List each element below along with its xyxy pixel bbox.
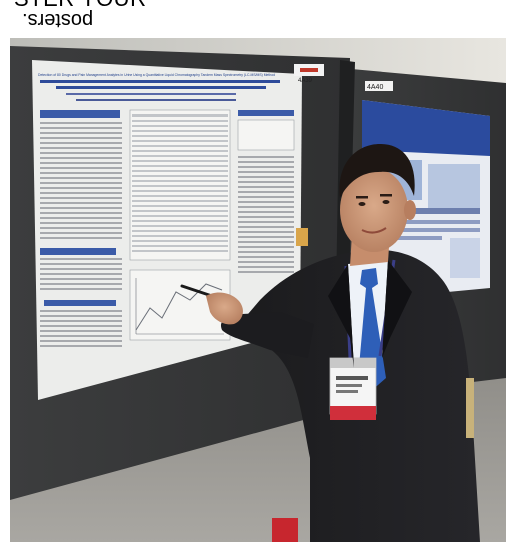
poster-main-column-1 [40,110,122,347]
easel-leg [466,378,474,438]
poster-main-column-3 [237,110,295,273]
poster-clip [296,228,308,246]
man-hair [339,144,415,198]
poster-right-header [362,100,490,156]
red-bag [272,518,298,542]
booth-sign-left: 4A39 [298,78,313,84]
caption-top-partial: STER YOUR [14,0,146,12]
booth-sign-right: 4A40 [367,84,383,91]
conference-photo: 4A40 Detection of 80 Drugs and Pain Mana… [10,38,506,542]
booth-sign-right-plate [365,81,393,91]
man-eye-left [358,202,366,206]
man-lapel-right [382,260,412,358]
man-arm [220,312,314,358]
name-badge [329,357,377,420]
caption-flipped: posters. [22,9,94,31]
man-hand [206,292,243,325]
man-mouth [361,227,387,234]
photo-scene: 4A40 Detection of 80 Drugs and Pain Mana… [10,38,506,542]
poster-main-table [129,109,231,261]
poster-main-title: Detection of 80 Drugs and Pain Managemen… [38,73,275,77]
man-lapel-left [328,264,354,368]
man-face [340,168,408,252]
man-ear [404,200,416,220]
man-eye-right [382,200,390,204]
